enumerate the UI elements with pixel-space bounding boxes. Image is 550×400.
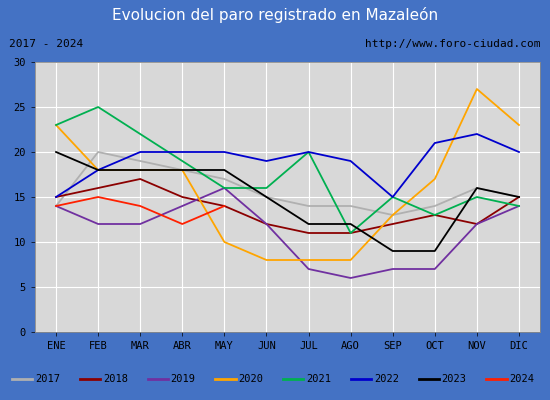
Text: 2023: 2023: [442, 374, 466, 384]
Text: 2024: 2024: [509, 374, 535, 384]
Text: http://www.foro-ciudad.com: http://www.foro-ciudad.com: [365, 39, 541, 49]
Text: 2022: 2022: [374, 374, 399, 384]
Text: 2018: 2018: [103, 374, 128, 384]
Text: Evolucion del paro registrado en Mazaleón: Evolucion del paro registrado en Mazaleó…: [112, 7, 438, 23]
Text: 2020: 2020: [238, 374, 263, 384]
Text: 2017: 2017: [35, 374, 60, 384]
Text: 2021: 2021: [306, 374, 331, 384]
Text: 2019: 2019: [170, 374, 196, 384]
Text: 2017 - 2024: 2017 - 2024: [9, 39, 84, 49]
